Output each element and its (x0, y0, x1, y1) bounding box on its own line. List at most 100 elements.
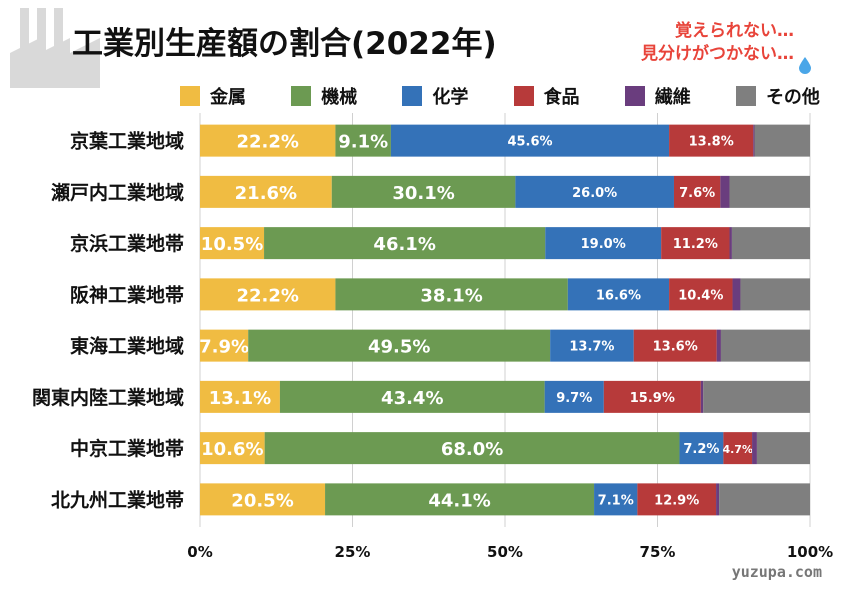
x-tick-label: 100% (787, 543, 833, 561)
data-label: 21.6% (235, 183, 297, 204)
legend-item: 食品 (513, 83, 580, 109)
bar-segment (720, 329, 810, 362)
x-tick-label: 25% (335, 543, 371, 561)
data-label: 22.2% (236, 285, 298, 306)
legend-label: 金属 (210, 87, 246, 108)
data-label: 10.5% (201, 234, 263, 255)
category-label: 北九州工業地帯 (51, 488, 184, 511)
data-label: 7.1% (598, 493, 634, 508)
chart-title: 工業別生産額の割合(2022年) (72, 26, 497, 62)
bar-segment (756, 432, 810, 465)
category-label: 東海工業地域 (70, 335, 184, 358)
bar-segment (335, 124, 391, 157)
data-label: 15.9% (630, 391, 675, 406)
bar-segment (390, 124, 670, 157)
bar-segment (731, 227, 810, 260)
data-label: 22.2% (236, 132, 298, 153)
legend-swatch (180, 86, 200, 106)
data-label: 68.0% (441, 439, 503, 460)
bar-segment (264, 432, 680, 465)
x-tick-label: 0% (187, 543, 212, 561)
data-label: 26.0% (572, 186, 617, 201)
legend-label: 繊維 (654, 87, 691, 108)
category-label: 中京工業地帯 (70, 437, 184, 460)
factory-icon (10, 8, 100, 88)
data-label: 43.4% (381, 388, 443, 409)
bar-segment (544, 380, 604, 413)
bar-segment (200, 380, 280, 413)
bar-segment (673, 175, 721, 208)
data-label: 19.0% (581, 237, 626, 252)
category-label: 京浜工業地帯 (70, 232, 184, 255)
category-label: 京葉工業地域 (70, 130, 184, 153)
legend-item: 金属 (180, 83, 246, 109)
legend-swatch (291, 86, 312, 106)
bar-segment (331, 175, 516, 208)
x-tick-label: 75% (640, 543, 676, 561)
bar-segment (325, 483, 595, 516)
bar-segment (729, 175, 810, 208)
annotation-note-1: 覚えられない… (675, 21, 794, 41)
legend-item: 繊維 (624, 83, 691, 109)
bar-segment (679, 432, 724, 465)
bar-segment (661, 227, 730, 260)
data-label: 20.5% (231, 490, 293, 511)
data-label: 13.7% (569, 340, 614, 355)
bar-segment (740, 278, 810, 311)
watermark: yuzupa.com (731, 563, 822, 581)
data-label: 49.5% (368, 337, 430, 358)
bar-segment (754, 124, 810, 157)
category-label: 関東内陸工業地域 (32, 386, 184, 409)
data-label: 46.1% (373, 234, 435, 255)
bar-segment (515, 175, 674, 208)
sweat-drop-icon (799, 57, 811, 74)
bar-segment (603, 380, 701, 413)
bar-segment (594, 483, 638, 516)
category-label: 瀬戸内工業地域 (51, 181, 184, 204)
legend-swatch (735, 86, 756, 106)
data-label: 13.1% (209, 388, 271, 409)
bar-segment (633, 329, 717, 362)
bar-segment (703, 380, 810, 413)
bar-segment (729, 227, 732, 260)
legend-item: 機械 (291, 83, 357, 109)
legend-label: 機械 (321, 87, 358, 108)
data-label: 44.1% (428, 490, 490, 511)
bar-segment (248, 329, 551, 362)
annotation-note-2: 見分けがつかない… (641, 44, 794, 64)
bar-segment (716, 483, 720, 516)
bar-segment (732, 278, 741, 311)
bar-segment (719, 483, 810, 516)
bar-segment (264, 227, 546, 260)
data-label: 16.6% (596, 288, 641, 303)
bar-segment (716, 329, 721, 362)
bar-segment (200, 227, 265, 260)
x-tick-label: 50% (487, 543, 523, 561)
data-label: 4.7% (722, 443, 753, 456)
bar-segment (200, 483, 326, 516)
bar-segment (545, 227, 662, 260)
bar-segment (200, 329, 249, 362)
legend-item: その他 (735, 83, 820, 109)
data-label: 38.1% (420, 285, 482, 306)
legend-swatch (624, 86, 645, 106)
bar-segment (669, 278, 733, 311)
bar-segment (752, 432, 757, 465)
bar-segment (335, 278, 568, 311)
legend-label: その他 (765, 87, 820, 108)
data-label: 7.2% (683, 442, 719, 457)
data-label: 10.6% (201, 439, 263, 460)
bar-segment (550, 329, 634, 362)
data-label: 12.9% (654, 493, 699, 508)
data-label: 30.1% (392, 183, 454, 204)
legend-swatch (513, 86, 534, 106)
bar-segment (200, 175, 332, 208)
legend-label: 食品 (543, 87, 580, 108)
category-label: 阪神工業地帯 (70, 283, 184, 306)
data-label: 7.9% (199, 337, 249, 358)
bar-segment (753, 124, 755, 157)
bar-segment (567, 278, 670, 311)
bar-segment (669, 124, 754, 157)
data-label: 9.7% (556, 391, 592, 406)
